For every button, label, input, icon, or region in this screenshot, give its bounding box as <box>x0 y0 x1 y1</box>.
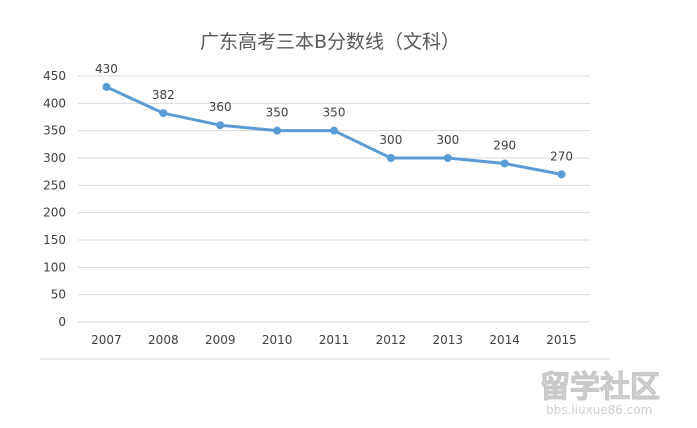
data-point <box>386 154 395 162</box>
data-label: 290 <box>493 138 516 152</box>
data-labels: 430 382 360 350 350 300 300 290 270 <box>95 62 573 163</box>
data-point <box>159 109 168 118</box>
y-tick-label: 400 <box>43 96 66 110</box>
x-tick-label: 2015 <box>546 333 577 347</box>
x-tick-label: 2007 <box>91 333 122 347</box>
data-point <box>500 159 509 168</box>
data-label: 360 <box>209 100 232 114</box>
y-tick-label: 250 <box>43 178 66 192</box>
y-tick-label: 150 <box>43 233 66 247</box>
x-tick-label: 2009 <box>205 333 236 347</box>
y-tick-label: 50 <box>51 288 66 302</box>
data-label: 270 <box>550 149 573 163</box>
y-tick-label: 0 <box>58 315 66 329</box>
watermark-logo-text: 留学社区 <box>540 370 660 405</box>
data-label: 300 <box>379 133 402 147</box>
x-tick-label: 2011 <box>319 333 350 347</box>
data-point <box>443 154 452 162</box>
data-point <box>216 121 225 130</box>
x-tick-label: 2013 <box>433 333 464 347</box>
data-point-markers <box>102 82 566 179</box>
data-label: 430 <box>95 62 118 76</box>
y-tick-label: 100 <box>43 260 66 274</box>
y-tick-label: 350 <box>43 124 66 138</box>
watermark-url: bbs.liuxue86.com <box>546 403 652 417</box>
x-tick-label: 2012 <box>376 333 407 347</box>
data-label: 382 <box>152 88 175 102</box>
chart-title: 广东高考三本B分数线（文科） <box>200 31 460 53</box>
grid-layer <box>78 75 590 323</box>
y-tick-label: 450 <box>43 69 66 83</box>
data-label: 300 <box>436 133 459 147</box>
x-axis-tick-labels: 2007 2008 2009 2010 2011 2012 2013 2014 2015 <box>91 333 577 347</box>
data-label: 350 <box>266 106 289 120</box>
data-point <box>330 126 338 135</box>
data-label: 350 <box>323 106 346 120</box>
data-point <box>102 82 111 91</box>
y-tick-label: 200 <box>43 206 66 220</box>
x-tick-label: 2010 <box>262 333 293 347</box>
data-point <box>273 126 282 135</box>
x-tick-label: 2014 <box>489 333 520 347</box>
watermark: 留学社区 bbs.liuxue86.com <box>540 370 661 418</box>
data-point <box>557 170 566 179</box>
y-tick-label: 300 <box>43 151 66 165</box>
x-tick-label: 2008 <box>148 333 179 347</box>
y-axis-tick-labels: 0 50 100 150 200 250 300 350 400 450 <box>43 69 66 329</box>
